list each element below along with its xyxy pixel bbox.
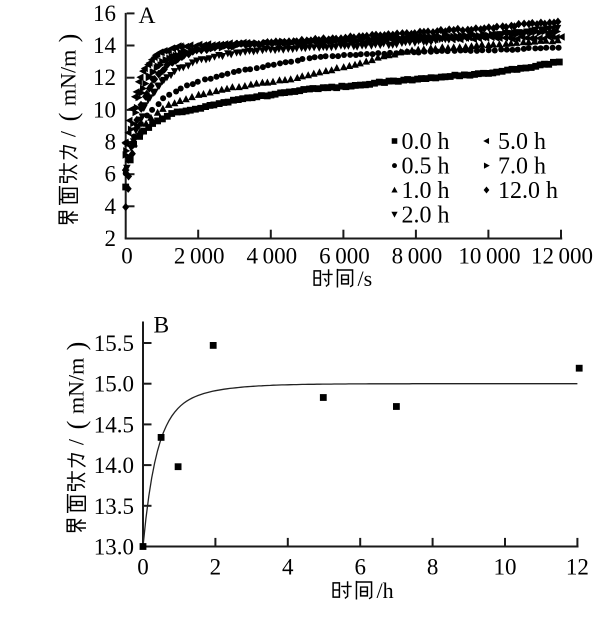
svg-text:15.5: 15.5 — [94, 331, 134, 356]
svg-text:8: 8 — [105, 130, 117, 155]
svg-text:7.0 h: 7.0 h — [498, 154, 546, 180]
svg-text:14.5: 14.5 — [94, 412, 134, 437]
svg-text:0: 0 — [121, 244, 133, 269]
svg-text:(: ( — [62, 421, 91, 430]
svg-text:13.0: 13.0 — [94, 535, 134, 560]
svg-text:1.0 h: 1.0 h — [402, 178, 450, 204]
svg-text:10: 10 — [93, 97, 116, 122]
svg-text:(: ( — [54, 113, 83, 122]
svg-text:0.5 h: 0.5 h — [402, 154, 450, 180]
svg-text:12 000: 12 000 — [531, 244, 593, 269]
svg-text:12: 12 — [93, 65, 116, 90]
svg-text:12: 12 — [566, 555, 589, 580]
svg-text:4: 4 — [105, 194, 117, 219]
svg-text:/: / — [64, 438, 89, 445]
svg-text:): ) — [54, 34, 83, 43]
svg-text:15.0: 15.0 — [94, 372, 134, 397]
svg-text:B: B — [154, 313, 170, 339]
svg-text:A: A — [139, 3, 156, 29]
svg-text:5.0 h: 5.0 h — [498, 129, 546, 155]
svg-text:): ) — [62, 342, 91, 351]
svg-text:/s: /s — [358, 266, 373, 291]
svg-text:/h: /h — [377, 578, 394, 603]
svg-text:2: 2 — [105, 226, 117, 251]
svg-text:10: 10 — [494, 555, 517, 580]
svg-text:10 000: 10 000 — [458, 244, 520, 269]
svg-text:2.0 h: 2.0 h — [402, 202, 450, 228]
svg-text:/: / — [56, 130, 81, 137]
svg-text:0.0 h: 0.0 h — [402, 129, 450, 155]
svg-text:8 000: 8 000 — [392, 244, 443, 269]
svg-text:4 000: 4 000 — [246, 244, 297, 269]
svg-text:6: 6 — [105, 162, 117, 187]
svg-text:14.0: 14.0 — [94, 453, 134, 478]
svg-text:12.0 h: 12.0 h — [498, 178, 558, 204]
svg-text:mN/m: mN/m — [64, 358, 89, 414]
svg-text:0: 0 — [137, 555, 149, 580]
svg-text:6: 6 — [354, 555, 366, 580]
svg-text:14: 14 — [93, 33, 117, 58]
svg-text:16: 16 — [93, 1, 116, 26]
svg-text:13.5: 13.5 — [94, 494, 134, 519]
svg-text:mN/m: mN/m — [56, 50, 81, 106]
svg-text:6 000: 6 000 — [319, 244, 370, 269]
svg-text:2: 2 — [210, 555, 222, 580]
svg-text:2 000: 2 000 — [174, 244, 225, 269]
svg-text:4: 4 — [282, 555, 294, 580]
svg-text:8: 8 — [427, 555, 439, 580]
